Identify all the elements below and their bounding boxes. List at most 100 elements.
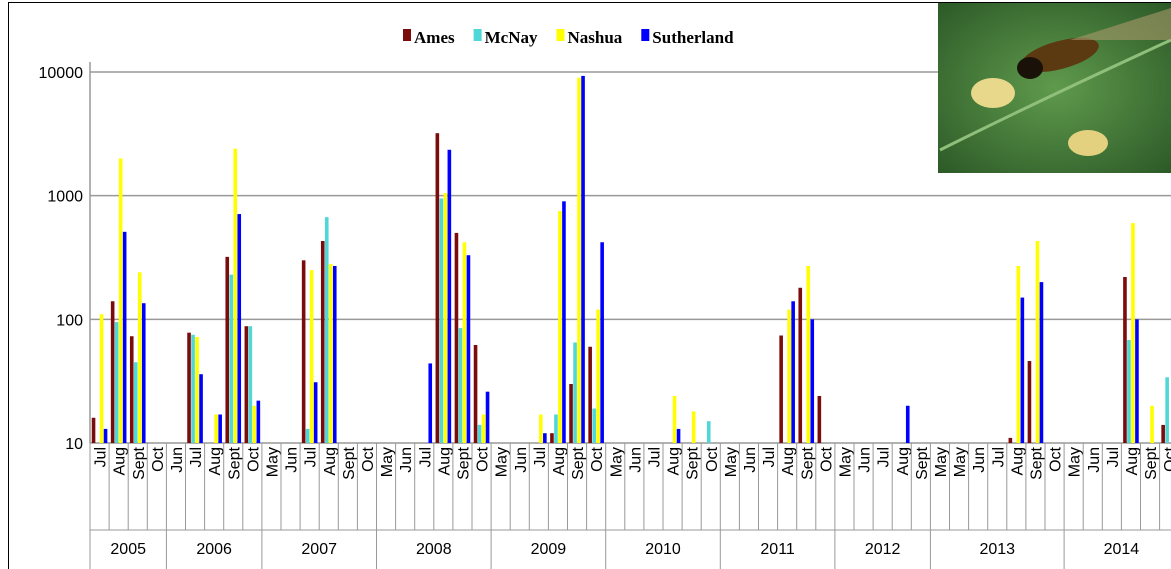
bar bbox=[539, 414, 543, 443]
bar bbox=[114, 322, 119, 443]
legend-swatch bbox=[403, 29, 411, 41]
bar bbox=[1039, 282, 1044, 443]
bar bbox=[320, 240, 325, 443]
x-tick-label: May bbox=[952, 447, 969, 477]
grid: 10 100 1000 10000 bbox=[39, 62, 1171, 453]
year-label: 2008 bbox=[416, 541, 452, 558]
x-tick-label: Jul bbox=[417, 447, 434, 467]
x-tick-label: Aug bbox=[436, 447, 453, 475]
x-tick-label: May bbox=[837, 447, 854, 477]
bar bbox=[810, 319, 815, 443]
bar bbox=[1020, 297, 1025, 443]
x-tick-label: Aug bbox=[895, 447, 912, 475]
bar bbox=[1131, 223, 1135, 443]
bar bbox=[1016, 265, 1021, 443]
x-tick-label: Jul bbox=[93, 447, 110, 467]
x-tick-label: Jul bbox=[303, 447, 320, 467]
bar bbox=[256, 400, 261, 443]
bar bbox=[233, 148, 238, 443]
photo bbox=[938, 3, 1171, 173]
leaf-vein bbox=[939, 38, 1171, 152]
bar bbox=[573, 342, 577, 443]
bar bbox=[199, 374, 203, 443]
bar bbox=[1135, 319, 1139, 443]
bar bbox=[562, 201, 566, 443]
bar bbox=[577, 77, 581, 443]
legend: Ames McNay Nashua Sutherland bbox=[403, 28, 734, 47]
year-label: 2006 bbox=[196, 541, 232, 558]
bar bbox=[443, 193, 448, 443]
bar bbox=[596, 309, 600, 443]
bar bbox=[110, 301, 115, 443]
bar bbox=[676, 428, 681, 443]
x-tick-label: Oct bbox=[245, 446, 262, 471]
x-tick-label: Jul bbox=[532, 447, 549, 467]
x-tick-label: Sept bbox=[131, 446, 148, 479]
x-tick-label: Aug bbox=[551, 447, 568, 475]
x-tick-label: Jun bbox=[742, 447, 759, 473]
bar bbox=[600, 242, 604, 443]
x-tick-label: Sept bbox=[570, 446, 587, 479]
bar bbox=[1035, 240, 1040, 443]
bar bbox=[458, 328, 463, 443]
x-tick-label: Jun bbox=[1086, 447, 1103, 473]
x-tick-label: Jun bbox=[857, 447, 874, 473]
x-tick-label: May bbox=[723, 447, 740, 477]
x-tick-label: May bbox=[933, 447, 950, 477]
bar bbox=[191, 334, 195, 443]
x-tick-label: May bbox=[379, 447, 396, 477]
bar bbox=[122, 231, 127, 443]
bar bbox=[218, 414, 222, 443]
bar bbox=[313, 382, 318, 443]
legend-swatch bbox=[556, 29, 565, 41]
bar bbox=[462, 242, 467, 443]
bar bbox=[554, 414, 558, 443]
bar bbox=[1161, 424, 1165, 443]
bar bbox=[672, 395, 677, 443]
year-label: 2010 bbox=[645, 541, 681, 558]
bar bbox=[1127, 340, 1131, 443]
x-tick-label: Sept bbox=[914, 446, 931, 479]
bar bbox=[428, 363, 433, 443]
bar bbox=[244, 326, 249, 443]
bar bbox=[328, 264, 333, 443]
x-tick-label: Jun bbox=[169, 447, 186, 473]
x-tick-label: Jul bbox=[646, 447, 663, 467]
bar bbox=[137, 272, 142, 443]
bar bbox=[454, 232, 459, 443]
bar bbox=[481, 414, 486, 443]
x-tick-label: Jul bbox=[990, 447, 1007, 467]
bar bbox=[1165, 377, 1169, 443]
year-label: 2013 bbox=[979, 541, 1015, 558]
bar bbox=[133, 362, 138, 443]
x-tick-label: Aug bbox=[1009, 447, 1026, 475]
bar bbox=[569, 383, 573, 443]
bar bbox=[798, 287, 803, 443]
x-tick-label: Jun bbox=[398, 447, 415, 473]
x-tick-label: Aug bbox=[112, 447, 129, 475]
bar bbox=[477, 424, 482, 443]
x-tick-label: Aug bbox=[666, 447, 683, 475]
bar bbox=[195, 336, 199, 443]
legend-label: Nashua bbox=[567, 28, 622, 47]
bar bbox=[332, 265, 337, 443]
x-tick-label: Aug bbox=[780, 447, 797, 475]
frame bbox=[8, 2, 1171, 569]
wasp-wing bbox=[1070, 8, 1171, 40]
legend-swatch bbox=[641, 29, 650, 41]
y-tick-label: 10 bbox=[65, 436, 83, 453]
bar bbox=[447, 149, 452, 443]
x-tick-label: Oct bbox=[150, 446, 167, 471]
x-tick-label: Oct bbox=[1048, 446, 1065, 471]
x-tick-label: Aug bbox=[207, 447, 224, 475]
bar bbox=[91, 417, 96, 443]
bar bbox=[324, 217, 329, 443]
x-tick-label: Oct bbox=[360, 446, 377, 471]
year-label: 2007 bbox=[301, 541, 337, 558]
bar bbox=[1150, 405, 1154, 443]
x-tick-label: Jun bbox=[627, 447, 644, 473]
x-tick-label: Oct bbox=[475, 446, 492, 471]
legend-swatch bbox=[473, 29, 482, 41]
legend-label: Sutherland bbox=[652, 28, 734, 47]
